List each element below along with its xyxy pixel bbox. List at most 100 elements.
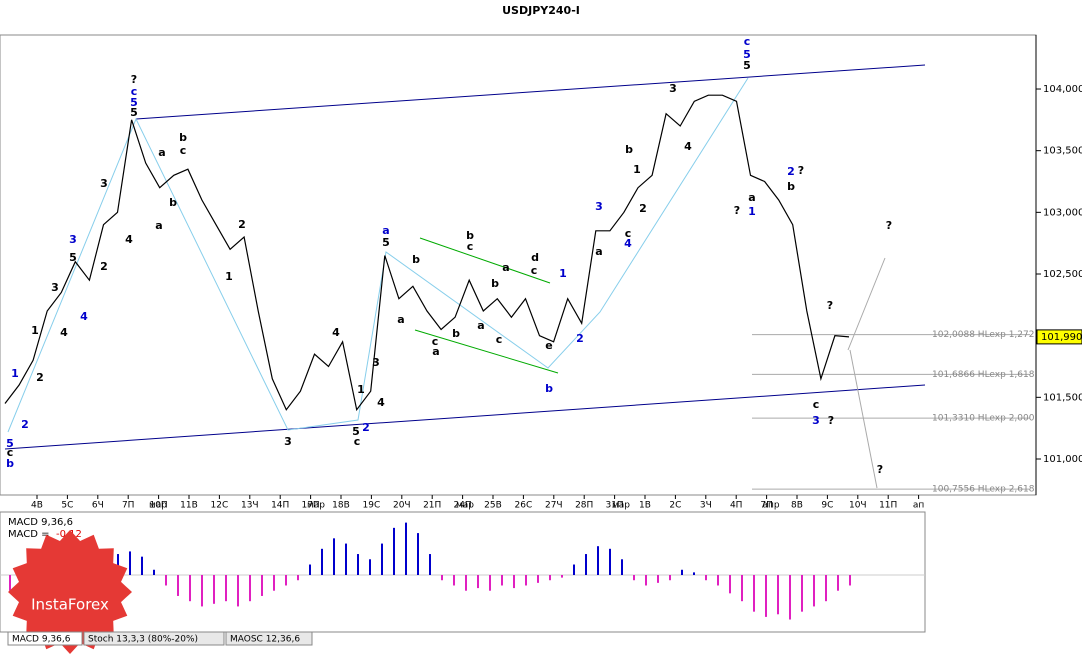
macd-bar	[201, 575, 203, 607]
wave-label: 1	[559, 267, 567, 280]
current-price-box	[1036, 329, 1082, 345]
macd-bar	[537, 575, 539, 583]
wave-label: a	[595, 245, 602, 258]
wave-label: c	[354, 435, 361, 448]
wave-label: a	[477, 319, 484, 332]
forecast-line	[849, 349, 878, 489]
y-tick-label: 103,000	[1043, 207, 1082, 218]
x-tick-label: 9С	[821, 501, 833, 511]
macd-bar	[717, 575, 719, 586]
x-tick-label: 10П	[149, 501, 167, 511]
wave-label: 1	[357, 383, 365, 396]
macd-bar	[741, 575, 743, 602]
x-tick-label: 1В	[639, 501, 651, 511]
wave-label: b	[412, 253, 420, 266]
macd-bar	[393, 527, 395, 575]
macd-bar	[237, 575, 239, 607]
wave-label: 3	[595, 200, 603, 213]
macd-bar	[849, 575, 851, 586]
wave-label: 1	[225, 270, 233, 283]
macd-bar	[837, 575, 839, 591]
macd-bar	[417, 533, 419, 575]
wave-label: 4	[624, 237, 632, 250]
x-tick-label: 24П	[453, 501, 471, 511]
channel-line	[4, 384, 926, 450]
macd-bar	[657, 575, 659, 583]
hlexp-label: 102,0088 HLexp 1,272	[932, 330, 1034, 340]
wave-label: 5	[743, 48, 751, 61]
wave-label: ?	[828, 414, 834, 427]
macd-value-text: MACD =	[8, 529, 50, 540]
macd-bar	[345, 543, 347, 575]
macd-bar	[357, 554, 359, 575]
macd-bar	[789, 575, 791, 620]
macd-bar	[165, 575, 167, 586]
macd-bar	[753, 575, 755, 612]
hlexp-label: 101,6866 HLexp 1,618	[932, 370, 1035, 380]
wave-label: e	[545, 339, 552, 352]
macd-bar	[501, 575, 503, 586]
macd-bar	[633, 575, 635, 581]
wave-label: 2	[238, 218, 246, 231]
wave-label: b	[452, 327, 460, 340]
wave-label: 5	[69, 251, 77, 264]
macd-bar	[669, 575, 671, 581]
indicator-tab[interactable]	[83, 631, 225, 646]
wave-label: b	[625, 143, 633, 156]
wave-label: 5	[382, 236, 390, 249]
wave-label: ?	[877, 463, 883, 476]
wave-label: 3	[100, 177, 108, 190]
triangle-line	[414, 329, 559, 374]
wave-label: 3	[69, 233, 77, 246]
macd-bar	[801, 575, 803, 612]
x-tick-label: 11В	[180, 501, 198, 511]
x-tick-label: 28П	[575, 501, 593, 511]
macd-panel	[0, 511, 926, 633]
macd-bar	[321, 548, 323, 575]
main-panel	[0, 34, 1037, 496]
macd-bar	[477, 575, 479, 589]
wave-label: 2	[639, 202, 647, 215]
wave-label: 3	[284, 435, 292, 448]
x-tick-label: 7П	[122, 501, 135, 511]
wave-label: 2	[787, 165, 795, 178]
logo-badge	[8, 530, 132, 654]
current-price-label: 101,990	[1041, 332, 1082, 343]
macd-bar	[621, 559, 623, 575]
month-label: мар	[149, 501, 167, 511]
x-tick-label: 4В	[31, 501, 43, 511]
x-tick-label: 5С	[61, 501, 73, 511]
macd-bar	[465, 575, 467, 591]
macd-bar	[729, 575, 731, 594]
wave-label: 4	[332, 326, 340, 339]
macd-bar	[189, 575, 191, 602]
x-tick-label: 11П	[879, 501, 897, 511]
wave-label: c	[496, 333, 503, 346]
wave-label: b	[787, 180, 795, 193]
macd-bar	[225, 575, 227, 602]
x-tick-label: 25В	[484, 501, 502, 511]
wave-label: 2	[21, 418, 29, 431]
indicator-tab[interactable]	[7, 631, 83, 646]
macd-bar	[681, 569, 683, 575]
hlexp-label: 101,3310 HLexp 2,000	[932, 414, 1035, 424]
macd-bar	[405, 522, 407, 575]
x-tick-label: 12С	[211, 501, 229, 511]
wave-label: 2	[362, 421, 370, 434]
wave-label: ?	[886, 219, 892, 232]
wave-label: 5	[743, 59, 751, 72]
macd-bar	[381, 543, 383, 575]
x-tick-label: 10Ч	[849, 501, 867, 511]
wave-label: c	[7, 446, 14, 459]
wave-label: 1	[11, 367, 19, 380]
macd-bar	[369, 559, 371, 575]
wave-label: 3	[51, 281, 59, 294]
x-tick-label: 13Ч	[241, 501, 259, 511]
indicator-tab[interactable]	[225, 631, 313, 646]
wave-label: ?	[827, 299, 833, 312]
month-label: мар	[612, 501, 630, 511]
x-tick-label: 18В	[332, 501, 350, 511]
wave-label: 2	[576, 332, 584, 345]
wave-label: 5	[130, 106, 138, 119]
